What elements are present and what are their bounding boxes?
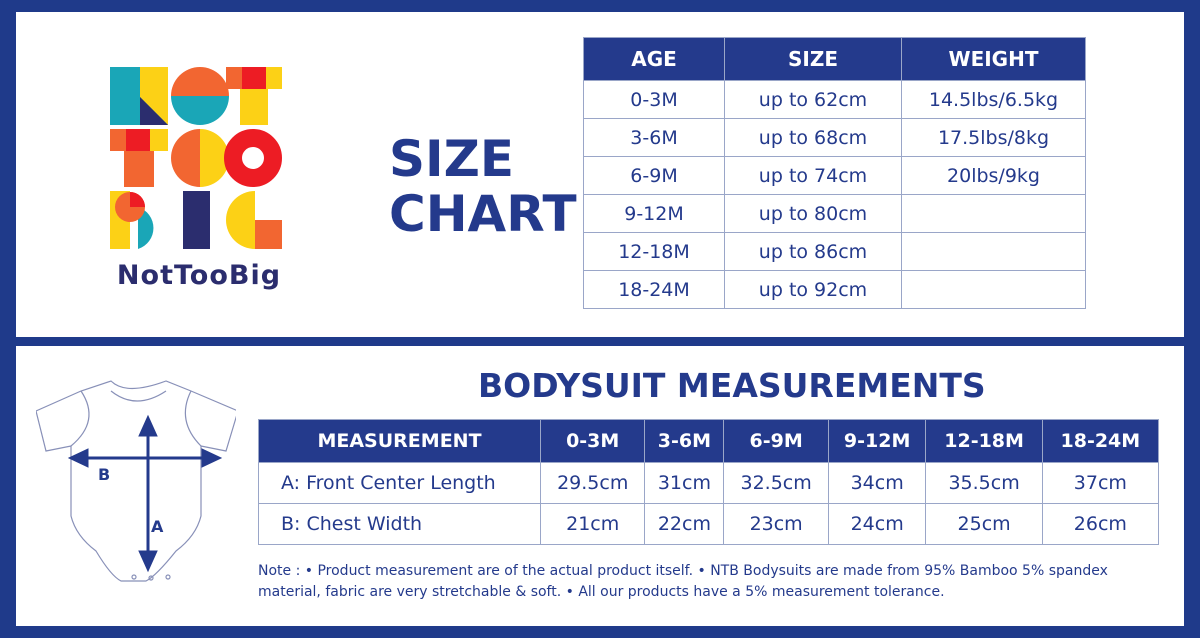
cell: 9-12M bbox=[583, 194, 725, 233]
bodysuit-title: BODYSUIT MEASUREMENTS bbox=[478, 366, 986, 405]
header-size: 0-3M bbox=[539, 419, 646, 463]
cell: 6-9M bbox=[583, 156, 725, 195]
cell: up to 62cm bbox=[724, 80, 902, 119]
cell: 21cm bbox=[539, 503, 646, 545]
cell: up to 80cm bbox=[724, 194, 902, 233]
brand-name: NotTooBig bbox=[116, 260, 282, 291]
table-header-row: AGE SIZE WEIGHT bbox=[583, 37, 1086, 81]
cell bbox=[901, 270, 1086, 309]
note-text: Note : • Product measurement are of the … bbox=[258, 563, 1108, 600]
cell bbox=[901, 232, 1086, 271]
cell: 3-6M bbox=[583, 118, 725, 157]
cell: 22cm bbox=[644, 503, 725, 545]
label-a: A bbox=[151, 517, 164, 536]
table-row: 9-12M up to 80cm bbox=[583, 194, 1086, 233]
nottoobig-logo bbox=[110, 67, 282, 249]
cell: up to 86cm bbox=[724, 232, 902, 271]
header-size: 18-24M bbox=[1041, 419, 1160, 463]
header-age: AGE bbox=[583, 37, 725, 81]
cell: 12-18M bbox=[583, 232, 725, 271]
title-line-2: CHART bbox=[389, 185, 577, 243]
cell: 29.5cm bbox=[539, 462, 646, 504]
table-header-row: MEASUREMENT 0-3M 3-6M 6-9M 9-12M 12-18M … bbox=[258, 419, 1160, 463]
cell: 23cm bbox=[723, 503, 829, 545]
cell: up to 74cm bbox=[724, 156, 902, 195]
header-weight: WEIGHT bbox=[901, 37, 1086, 81]
cell: 25cm bbox=[925, 503, 1043, 545]
header-size: SIZE bbox=[724, 37, 902, 81]
cell: 0-3M bbox=[583, 80, 725, 119]
cell: 14.5lbs/6.5kg bbox=[901, 80, 1086, 119]
size-chart-title: SIZE CHART bbox=[389, 132, 577, 242]
cell: 26cm bbox=[1041, 503, 1160, 545]
table-row: 18-24M up to 92cm bbox=[583, 270, 1086, 309]
table-row: B: Chest Width 21cm 22cm 23cm 24cm 25cm 26cm bbox=[258, 503, 1160, 545]
header-size: 3-6M bbox=[644, 419, 725, 463]
size-table: AGE SIZE WEIGHT 0-3M up to 62cm 14.5lbs/6.… bbox=[583, 37, 1086, 309]
label-b: B bbox=[98, 465, 110, 484]
cell: 32.5cm bbox=[723, 462, 829, 504]
title-line-1: SIZE bbox=[389, 130, 515, 188]
cell: 20lbs/9kg bbox=[901, 156, 1086, 195]
header-measurement: MEASUREMENT bbox=[258, 419, 541, 463]
cell: 37cm bbox=[1041, 462, 1160, 504]
cell: 31cm bbox=[644, 462, 725, 504]
cell: 24cm bbox=[827, 503, 927, 545]
bodysuit-panel: B A BODYSUIT MEASUREMENTS MEASUREMENT 0-… bbox=[16, 346, 1184, 626]
cell: 35.5cm bbox=[925, 462, 1043, 504]
header-size: 9-12M bbox=[827, 419, 927, 463]
cell: B: Chest Width bbox=[258, 503, 541, 545]
cell: up to 68cm bbox=[724, 118, 902, 157]
table-row: 3-6M up to 68cm 17.5lbs/8kg bbox=[583, 118, 1086, 157]
cell: A: Front Center Length bbox=[258, 462, 541, 504]
measurement-table: MEASUREMENT 0-3M 3-6M 6-9M 9-12M 12-18M … bbox=[258, 419, 1160, 545]
table-row: 12-18M up to 86cm bbox=[583, 232, 1086, 271]
cell: up to 92cm bbox=[724, 270, 902, 309]
cell bbox=[901, 194, 1086, 233]
table-row: A: Front Center Length 29.5cm 31cm 32.5cm 3… bbox=[258, 462, 1160, 504]
bodysuit-diagram-icon: B A bbox=[36, 380, 236, 582]
cell: 18-24M bbox=[583, 270, 725, 309]
header-size: 6-9M bbox=[723, 419, 829, 463]
table-row: 6-9M up to 74cm 20lbs/9kg bbox=[583, 156, 1086, 195]
table-row: 0-3M up to 62cm 14.5lbs/6.5kg bbox=[583, 80, 1086, 119]
cell: 34cm bbox=[827, 462, 927, 504]
header-size: 12-18M bbox=[925, 419, 1043, 463]
cell: 17.5lbs/8kg bbox=[901, 118, 1086, 157]
size-chart-panel: NotTooBig SIZE CHART AGE SIZE WEIGHT 0-3… bbox=[16, 12, 1184, 337]
